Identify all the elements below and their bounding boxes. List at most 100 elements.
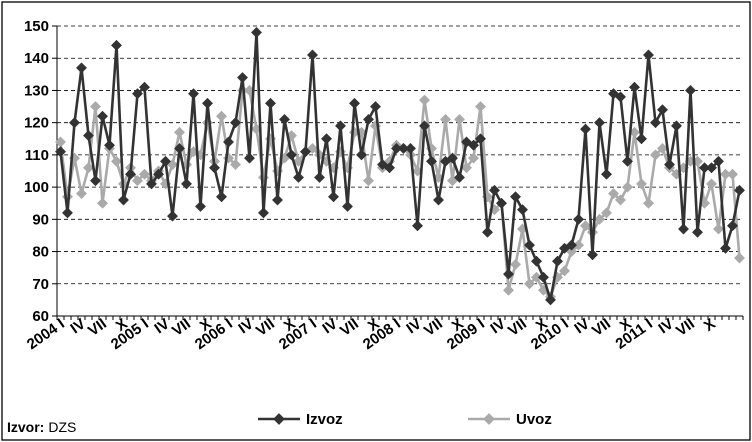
data-point-izvoz (719, 242, 732, 254)
data-point-uvoz (642, 197, 655, 209)
legend-item-izvoz: Izvoz (258, 411, 343, 428)
data-point-izvoz (285, 149, 298, 161)
data-point-uvoz (110, 155, 123, 167)
legend: Izvoz Uvoz (258, 411, 552, 428)
y-tick-label: 100 (24, 179, 49, 196)
data-point-izvoz (705, 162, 718, 174)
y-tick-label: 70 (32, 276, 49, 293)
data-point-izvoz (488, 184, 501, 196)
source-value: DZS (48, 419, 76, 435)
data-point-izvoz (656, 104, 669, 116)
data-point-uvoz (96, 197, 109, 209)
data-point-izvoz (495, 197, 508, 209)
data-point-izvoz (320, 133, 333, 145)
y-tick-label: 60 (32, 308, 49, 325)
data-point-uvoz (222, 152, 235, 164)
data-point-uvoz (509, 258, 522, 270)
data-point-izvoz (537, 271, 550, 283)
data-point-uvoz (726, 168, 739, 180)
data-point-izvoz (621, 155, 634, 167)
data-point-uvoz (467, 152, 480, 164)
data-point-uvoz (635, 178, 648, 190)
data-point-izvoz (446, 152, 459, 164)
data-point-uvoz (173, 126, 186, 138)
data-point-izvoz (362, 113, 375, 125)
data-point-izvoz (82, 130, 95, 142)
data-point-izvoz (404, 142, 417, 154)
source-note: Izvor: DZS (7, 419, 76, 435)
data-point-izvoz (208, 162, 221, 174)
legend-swatch-marker (483, 413, 495, 425)
data-point-uvoz (607, 188, 620, 200)
data-point-izvoz (327, 191, 340, 203)
data-point-uvoz (614, 194, 627, 206)
data-point-izvoz (691, 226, 704, 238)
data-point-izvoz (712, 155, 725, 167)
source-label: Izvor: (7, 419, 44, 435)
data-point-uvoz (75, 188, 88, 200)
data-point-izvoz (432, 194, 445, 206)
data-point-uvoz (131, 175, 144, 187)
data-point-izvoz (614, 91, 627, 103)
legend-swatch-marker (273, 413, 285, 425)
y-tick-label: 140 (24, 50, 49, 67)
y-tick-label: 110 (25, 147, 49, 164)
data-point-izvoz (649, 117, 662, 129)
data-point-uvoz (439, 113, 452, 125)
data-point-izvoz (684, 84, 697, 96)
data-point-izvoz (54, 146, 67, 158)
data-point-izvoz (551, 255, 564, 267)
data-point-izvoz (481, 226, 494, 238)
data-point-izvoz (131, 88, 144, 100)
data-point-uvoz (649, 149, 662, 161)
y-tick-label: 150 (24, 18, 49, 35)
data-point-izvoz (355, 149, 368, 161)
data-point-izvoz (509, 191, 522, 203)
series-group (54, 26, 746, 306)
y-tick-label: 130 (24, 82, 49, 99)
data-point-izvoz (257, 207, 270, 219)
data-point-izvoz (670, 120, 683, 132)
legend-label: Uvoz (516, 411, 552, 428)
data-point-izvoz (271, 194, 284, 206)
data-point-izvoz (103, 139, 116, 151)
data-point-uvoz (229, 159, 242, 171)
data-point-uvoz (733, 252, 746, 264)
data-point-izvoz (236, 72, 249, 84)
data-point-izvoz (635, 133, 648, 145)
data-point-izvoz (145, 178, 158, 190)
data-point-uvoz (705, 178, 718, 190)
data-point-izvoz (243, 152, 256, 164)
data-point-izvoz (663, 159, 676, 171)
data-point-izvoz (334, 120, 347, 132)
data-point-izvoz (250, 26, 263, 38)
axes (56, 26, 744, 320)
data-point-izvoz (579, 123, 592, 135)
data-point-izvoz (628, 81, 641, 93)
data-point-izvoz (467, 139, 480, 151)
data-point-izvoz (586, 249, 599, 261)
data-point-izvoz (425, 155, 438, 167)
data-point-uvoz (558, 265, 571, 277)
data-point-uvoz (201, 117, 214, 129)
data-point-izvoz (677, 223, 690, 235)
data-point-izvoz (418, 120, 431, 132)
data-point-izvoz (215, 191, 228, 203)
legend-item-uvoz: Uvoz (468, 411, 552, 428)
data-point-uvoz (523, 278, 536, 290)
data-point-izvoz (278, 113, 291, 125)
data-point-izvoz (166, 210, 179, 222)
data-point-izvoz (89, 175, 102, 187)
data-point-uvoz (138, 168, 151, 180)
data-point-izvoz (502, 268, 515, 280)
data-point-uvoz (215, 110, 228, 122)
y-axis-tick-labels: 60 70 80 90 100 110 120 130 140 150 (24, 18, 49, 325)
data-point-uvoz (579, 220, 592, 232)
data-point-izvoz (348, 97, 361, 109)
data-point-izvoz (229, 117, 242, 129)
data-point-izvoz (383, 162, 396, 174)
data-point-izvoz (726, 220, 739, 232)
data-point-izvoz (530, 255, 543, 267)
